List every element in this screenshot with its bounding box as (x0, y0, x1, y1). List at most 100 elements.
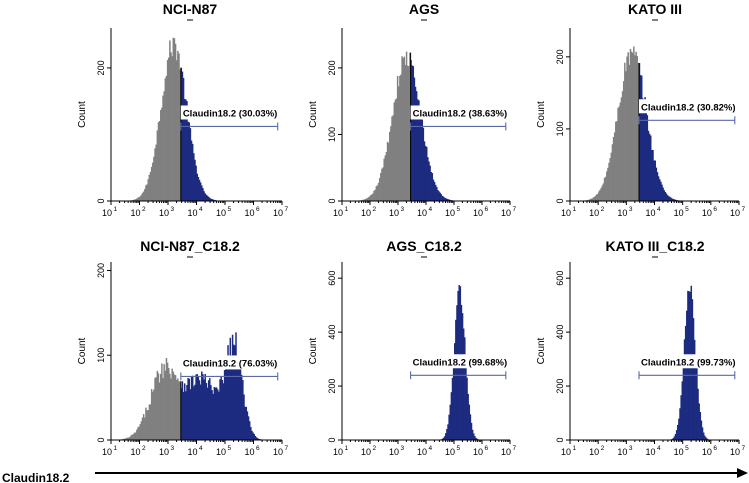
positive-histogram-bin (254, 436, 257, 440)
x-tick-exponent: 2 (142, 206, 146, 213)
negative-histogram-bin (177, 50, 179, 201)
negative-histogram-bin (154, 148, 156, 201)
x-tick-exponent: 1 (114, 206, 118, 213)
positive-histogram-bin (209, 378, 211, 440)
negative-histogram-bin (362, 199, 364, 201)
x-tick-exponent: 6 (485, 206, 489, 213)
positive-histogram-bin (437, 190, 439, 201)
positive-histogram-bin (185, 391, 187, 440)
negative-histogram-bin (142, 191, 145, 201)
negative-histogram-bin (153, 389, 155, 440)
x-tick-label: 10 (617, 208, 627, 218)
negative-histogram-bin (612, 136, 615, 201)
x-tick-label: 10 (389, 208, 399, 218)
negative-histogram-bin (134, 199, 137, 201)
positive-histogram-bin (206, 195, 209, 201)
negative-histogram-bin (382, 167, 384, 201)
x-tick-exponent: 3 (629, 206, 633, 213)
positive-histogram-bin (236, 356, 238, 440)
x-tick-label: 10 (130, 447, 140, 457)
negative-histogram-bin (393, 102, 395, 201)
positive-histogram-bin (198, 179, 201, 201)
y-axis-label: Count (77, 101, 88, 128)
negative-histogram-bin (402, 58, 404, 202)
negative-histogram-bin (600, 187, 602, 201)
positive-histogram-bin (684, 325, 687, 440)
y-tick-label: 100 (327, 127, 337, 142)
x-tick-label: 10 (244, 208, 254, 218)
x-tick-label: 10 (674, 208, 684, 218)
x-tick-label: 10 (417, 208, 427, 218)
y-tick-label: 400 (555, 325, 565, 340)
negative-histogram-bin (622, 81, 625, 201)
x-tick-label: 10 (501, 208, 511, 218)
y-tick-label: 600 (555, 271, 565, 286)
gate-label: Claudin18.2 (76.03%) (183, 358, 278, 369)
positive-histogram-bin (413, 77, 416, 201)
positive-histogram-bin (193, 386, 195, 440)
positive-histogram-bin (187, 121, 189, 201)
y-tick-label: 0 (555, 437, 565, 442)
positive-histogram-bin (640, 75, 643, 201)
x-tick-exponent: 2 (373, 445, 377, 452)
negative-histogram-bin (152, 162, 154, 201)
positive-histogram-bin (671, 198, 673, 201)
positive-histogram-bin (670, 197, 672, 201)
positive-histogram-bin (214, 387, 217, 440)
y-tick-label: 200 (327, 379, 337, 394)
x-tick-label: 10 (473, 208, 483, 218)
positive-histogram-bin (471, 429, 474, 440)
y-axis-label: Count (536, 337, 547, 364)
negative-histogram-bin (140, 421, 143, 440)
y-tick-label: 0 (96, 437, 106, 442)
positive-histogram-bin (210, 385, 212, 440)
positive-histogram-bin (245, 406, 248, 440)
negative-histogram-bin (630, 51, 633, 202)
negative-histogram-bin (394, 99, 397, 201)
positive-histogram-bin (679, 408, 681, 440)
negative-histogram-bin (637, 62, 640, 202)
positive-histogram-bin (447, 199, 449, 201)
positive-histogram-bin (695, 355, 697, 440)
x-tick-exponent: 2 (373, 206, 377, 213)
negative-histogram-bin (170, 52, 172, 201)
negative-histogram-bin (161, 363, 163, 440)
positive-population (180, 67, 219, 201)
y-tick-label: 0 (327, 437, 337, 442)
positive-histogram-bin (199, 384, 202, 440)
positive-histogram-bin (428, 161, 430, 201)
positive-histogram-bin (189, 128, 192, 201)
negative-histogram-bin (160, 109, 162, 201)
negative-histogram-bin (405, 51, 408, 202)
positive-histogram-bin (250, 427, 252, 440)
positive-histogram-bin (455, 319, 457, 440)
positive-histogram-bin (434, 184, 437, 201)
negative-histogram-bin (592, 197, 595, 201)
y-tick-label: 200 (96, 60, 106, 75)
x-tick-exponent: 1 (345, 445, 349, 452)
positive-histogram-bin (662, 187, 664, 201)
positive-histogram-bin (194, 384, 196, 440)
panel-title: KATO III_C18.2 (605, 238, 704, 254)
gate-label-background (180, 355, 280, 370)
x-tick-label: 10 (501, 447, 511, 457)
x-tick-label: 10 (674, 447, 684, 457)
positive-histogram-bin (222, 383, 225, 440)
y-tick-label: 100 (96, 348, 106, 363)
positive-histogram-bin (656, 172, 659, 201)
negative-population (128, 37, 181, 202)
positive-histogram-bin (702, 432, 705, 440)
positive-histogram-bin (197, 177, 200, 201)
y-tick-label: 0 (555, 198, 565, 203)
positive-histogram-bin (700, 420, 703, 440)
panel-title: KATO III (628, 1, 682, 17)
negative-histogram-bin (168, 368, 170, 440)
x-tick-exponent: 5 (685, 445, 689, 452)
gate-label-background (180, 105, 280, 120)
negative-histogram-bin (132, 199, 135, 201)
positive-histogram-bin (456, 305, 458, 440)
positive-histogram-bin (668, 196, 670, 201)
positive-histogram-bin (212, 199, 214, 201)
positive-histogram-bin (417, 99, 419, 201)
